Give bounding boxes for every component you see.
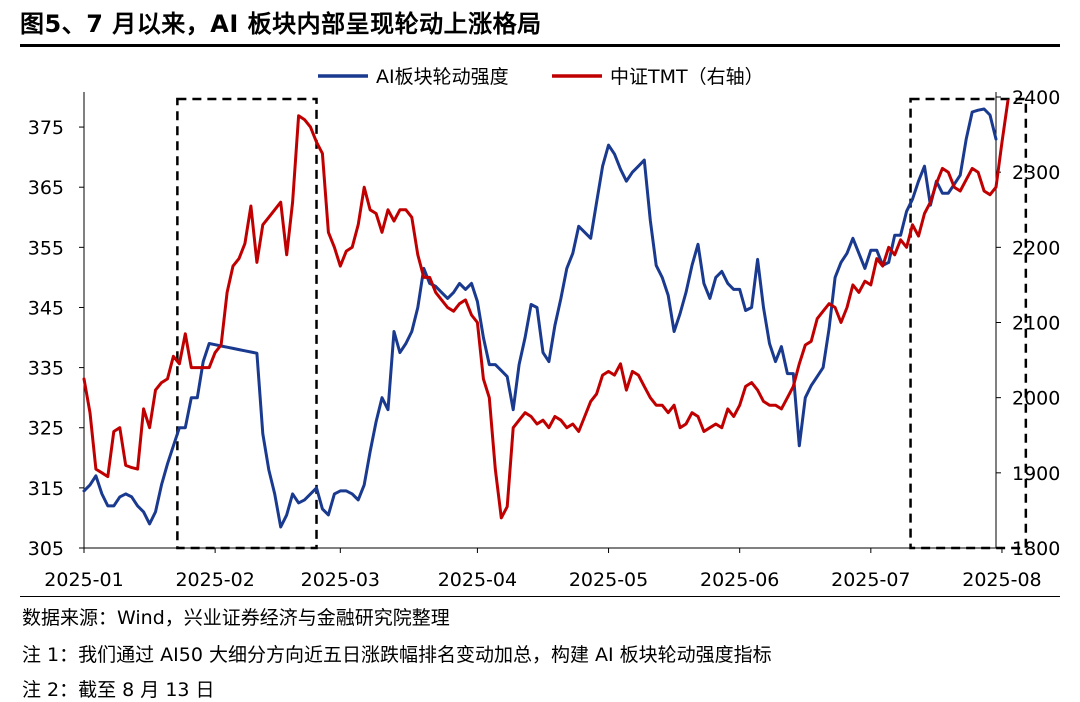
y-left-tick-label: 315	[28, 478, 64, 500]
title-rule	[20, 44, 1060, 47]
chart-axes: 305 315 325 335 345 355 365 375 1800 1900 2000 2100…	[28, 87, 1061, 591]
line-chart: 305 315 325 335 345 355 365 375 1800 1900 2000 2100…	[28, 66, 1061, 591]
y-left-tick-label: 335	[28, 358, 64, 380]
x-tick-label: 2025-06	[700, 569, 779, 591]
chart-legend: AI板块轮动强度 中证TMT（右轴）	[318, 66, 764, 88]
x-tick-label: 2025-02	[175, 569, 254, 591]
legend-label: AI板块轮动强度	[376, 66, 509, 88]
y-right-tick-label: 2100	[1012, 313, 1060, 335]
x-tick-label: 2025-01	[44, 569, 123, 591]
source-note: 数据来源：Wind，兴业证券经济与金融研究院整理	[22, 607, 450, 629]
figure-title: 图5、7 月以来，AI 板块内部呈现轮动上涨格局	[20, 10, 542, 38]
series-line-ai-rotation	[82, 107, 998, 529]
y-right-tick-label: 1900	[1012, 463, 1060, 485]
chart-series	[82, 99, 1010, 529]
x-tick-label: 2025-08	[962, 569, 1041, 591]
y-right-tick-label: 1800	[1012, 538, 1060, 560]
y-left-tick-label: 375	[28, 117, 64, 139]
y-right-tick-label: 2000	[1012, 388, 1060, 410]
y-left-tick-label: 325	[28, 418, 64, 440]
y-right-tick-label: 2200	[1012, 237, 1060, 259]
x-tick-label: 2025-03	[301, 569, 380, 591]
note-2: 注 2：截至 8 月 13 日	[22, 679, 215, 701]
highlight-box	[176, 97, 318, 550]
y-left-tick-label: 345	[28, 297, 64, 319]
y-left-tick-label: 355	[28, 237, 64, 259]
x-tick-label: 2025-07	[831, 569, 910, 591]
x-tick-label: 2025-05	[569, 569, 648, 591]
highlight-box	[909, 97, 1028, 550]
highlight-boxes	[176, 97, 1028, 550]
y-left-tick-label: 365	[28, 177, 64, 199]
y-right-tick-label: 2300	[1012, 162, 1060, 184]
x-tick-label: 2025-04	[438, 569, 517, 591]
note-1: 注 1：我们通过 AI50 大细分方向近五日涨跌幅排名变动加总，构建 AI 板块…	[22, 644, 772, 666]
y-right-tick-label: 2400	[1012, 87, 1060, 109]
series-line-tmt	[82, 99, 1010, 520]
footer-rule	[20, 596, 1060, 597]
y-left-tick-label: 305	[28, 538, 64, 560]
legend-label: 中证TMT（右轴）	[610, 66, 764, 88]
